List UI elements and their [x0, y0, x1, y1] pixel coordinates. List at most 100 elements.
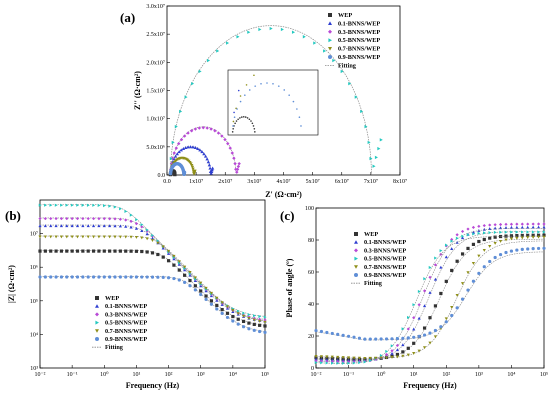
- series-b-wep: [38, 249, 267, 328]
- y-tick-label-b: 10⁵: [30, 299, 38, 305]
- data-point-c: [422, 326, 427, 330]
- data-point-b: [49, 224, 53, 228]
- data-point-b: [236, 312, 240, 316]
- data-point-b: [129, 235, 133, 239]
- data-point-a: [193, 145, 198, 150]
- data-point-a: [190, 165, 195, 169]
- data-point-b: [135, 218, 139, 222]
- data-point-b: [177, 278, 181, 282]
- b-legend-marker-0-1-bnns-wep: [95, 304, 99, 308]
- series-c-0-3-bnns-wep: [314, 222, 546, 364]
- data-point-b: [188, 278, 192, 283]
- data-point-c: [488, 230, 492, 235]
- data-point-b: [150, 275, 155, 279]
- data-point-c: [493, 230, 497, 234]
- data-point-b: [65, 224, 69, 228]
- data-point-c: [325, 361, 329, 365]
- data-point-b: [263, 320, 267, 324]
- c-legend-marker-wep: [354, 232, 358, 236]
- data-point-a: [186, 131, 190, 135]
- data-point-c: [482, 223, 486, 228]
- data-point-a: [205, 157, 209, 161]
- series-b-0-3-bnns-wep: [38, 216, 267, 322]
- data-point-a: [170, 156, 175, 160]
- data-point-b: [75, 216, 80, 221]
- x-tick-label-a: 4x10⁷: [276, 179, 290, 185]
- data-point-a: [209, 169, 214, 173]
- data-point-b: [166, 259, 171, 263]
- data-point-b: [102, 224, 106, 228]
- data-point-b: [156, 252, 160, 257]
- data-point-b: [113, 217, 117, 221]
- data-point-b: [92, 203, 96, 207]
- c-legend-label: 0.1-BNNS/WEP: [364, 239, 406, 246]
- data-point-b: [113, 205, 117, 209]
- b-legend: WEP0.1-BNNS/WEP0.3-BNNS/WEP0.5-BNNS/WEP0…: [92, 295, 147, 351]
- data-point-c: [428, 290, 432, 294]
- data-point-c: [520, 233, 524, 238]
- data-point-a: [226, 141, 230, 146]
- data-point-c: [450, 313, 454, 318]
- data-point-b: [59, 224, 64, 228]
- data-point-a: [379, 138, 383, 142]
- data-point-c: [412, 335, 416, 339]
- data-point-b: [70, 224, 74, 228]
- y-tick-label-a: 5.0x10⁶: [146, 145, 165, 151]
- data-point-b: [140, 275, 144, 279]
- inset-point: [233, 116, 236, 119]
- data-point-b: [156, 275, 160, 279]
- data-point-b: [263, 315, 267, 319]
- series-c-0-5-bnns-wep: [314, 230, 546, 365]
- data-point-b: [129, 249, 133, 253]
- data-point-b: [258, 323, 262, 327]
- data-point-c: [336, 355, 340, 359]
- data-point-c: [374, 356, 378, 360]
- data-point-c: [374, 337, 378, 341]
- data-point-a: [233, 161, 237, 166]
- data-point-b: [161, 245, 165, 249]
- data-point-c: [341, 361, 345, 365]
- data-point-b: [108, 217, 112, 221]
- data-point-c: [325, 358, 329, 362]
- data-point-a: [354, 95, 358, 99]
- data-point-b: [204, 294, 208, 298]
- data-point-c: [390, 344, 394, 348]
- b-legend-marker-0-9-bnns-wep: [95, 337, 99, 341]
- data-point-c: [346, 334, 351, 338]
- fitting-curve-a: [170, 25, 372, 176]
- data-point-b: [91, 224, 96, 228]
- data-point-c: [488, 223, 492, 227]
- data-point-b: [97, 216, 101, 221]
- inset-point: [250, 120, 252, 122]
- data-point-b: [81, 224, 85, 228]
- data-point-a: [228, 146, 232, 150]
- data-point-b: [161, 275, 165, 279]
- data-point-b: [54, 216, 58, 221]
- b-legend-marker-0-5-bnns-wep: [95, 320, 99, 325]
- data-point-b: [172, 254, 176, 258]
- data-point-c: [526, 225, 530, 229]
- x-tick-label-b: 10⁰: [100, 371, 109, 378]
- data-point-b: [172, 276, 176, 281]
- data-point-c: [509, 225, 514, 229]
- data-point-c: [422, 289, 427, 293]
- data-point-b: [97, 235, 101, 239]
- data-point-b: [43, 249, 47, 253]
- a-legend-marker-0-9-bnns-wep: [328, 55, 332, 59]
- b-legend-label: 0.1-BNNS/WEP: [105, 303, 147, 310]
- x-tick-label-a: 5x10⁷: [306, 179, 320, 185]
- data-point-b: [43, 235, 47, 239]
- data-point-b: [166, 249, 171, 253]
- data-point-c: [455, 293, 459, 297]
- data-point-a: [223, 137, 227, 142]
- data-point-b: [134, 222, 139, 226]
- data-point-c: [477, 271, 481, 275]
- data-point-b: [91, 216, 96, 221]
- data-point-c: [439, 265, 443, 269]
- data-point-c: [482, 237, 486, 242]
- data-point-b: [113, 224, 117, 228]
- data-point-c: [346, 360, 351, 364]
- data-point-c: [483, 231, 486, 235]
- data-point-a: [206, 58, 211, 63]
- data-point-b: [161, 255, 165, 259]
